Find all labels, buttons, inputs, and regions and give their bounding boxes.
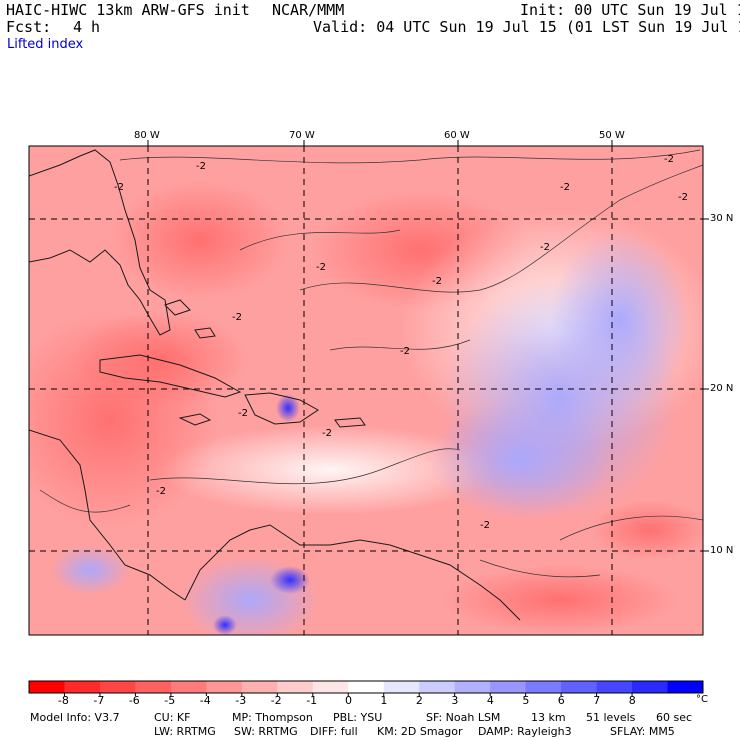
colorbar-tick-label: 8 xyxy=(628,694,636,707)
init-time: Init: 00 UTC Sun 19 Jul 15 xyxy=(520,1,740,19)
footer-resolution: 13 km xyxy=(531,711,566,724)
colorbar-swatch xyxy=(525,681,562,693)
colorbar-swatch xyxy=(241,681,278,693)
colorbar xyxy=(28,680,704,696)
contour-label: -2 xyxy=(480,520,490,531)
footer-sf: SF: Noah LSM xyxy=(426,711,501,724)
footer-sflay: SFLAY: MM5 xyxy=(610,725,675,738)
footer-diff: DIFF: full xyxy=(310,725,358,738)
colorbar-swatch xyxy=(561,681,598,693)
footer-pbl: PBL: YSU xyxy=(333,711,383,724)
contour-label: -2 xyxy=(114,182,124,193)
footer-cu: CU: KF xyxy=(154,711,191,724)
contour-label: -2 xyxy=(678,192,688,203)
fcst-label: Fcst: xyxy=(6,18,52,36)
colorbar-tick-label: 6 xyxy=(557,694,565,707)
lat-label-30n: 30 N xyxy=(710,213,734,224)
colorbar-tick-label: 2 xyxy=(415,694,423,707)
lat-label-10n: 10 N xyxy=(710,545,734,556)
contour-label: -2 xyxy=(196,161,206,172)
contour-label: -2 xyxy=(540,242,550,253)
colorbar-swatch xyxy=(64,681,101,693)
colorbar-tick-label: -4 xyxy=(199,694,211,707)
colorbar-swatch xyxy=(419,681,456,693)
colorbar-tick-label: -7 xyxy=(93,694,105,707)
colorbar-tick-label: 3 xyxy=(451,694,459,707)
footer-sw: SW: RRTMG xyxy=(234,725,298,738)
contour-label: -2 xyxy=(322,428,332,439)
colorbar-swatch xyxy=(596,681,633,693)
lon-label-80w: 80 W xyxy=(134,130,160,141)
fcst-value: 4 h xyxy=(73,18,101,36)
model-title: HAIC-HIWC 13km ARW-GFS init xyxy=(6,1,250,19)
contour-label: -2 xyxy=(156,486,166,497)
colorbar-tick-label: 0 xyxy=(344,694,352,707)
colorbar-swatch xyxy=(454,681,491,693)
footer-levels: 51 levels xyxy=(586,711,636,724)
colorbar-swatch xyxy=(135,681,172,693)
colorbar-swatch xyxy=(29,681,65,693)
colorbar-swatch xyxy=(206,681,243,693)
contour-label: -2 xyxy=(232,312,242,323)
footer-model-info: Model Info: V3.7 xyxy=(30,711,120,724)
colorbar-tick-label: -1 xyxy=(306,694,318,707)
colorbar-tick-label: 7 xyxy=(593,694,601,707)
contour-label: -2 xyxy=(400,346,410,357)
colorbar-swatch xyxy=(348,681,385,693)
valid-time: Valid: 04 UTC Sun 19 Jul 15 (01 LST Sun … xyxy=(313,18,740,36)
field-name: Lifted index xyxy=(7,37,84,52)
footer-lw: LW: RRTMG xyxy=(154,725,216,738)
colorbar-tick-label: 5 xyxy=(522,694,530,707)
colorbar-swatch xyxy=(383,681,420,693)
colorbar-swatch xyxy=(277,681,314,693)
colorbar-tick-label: -8 xyxy=(57,694,69,707)
colorbar-tick-label: 4 xyxy=(486,694,494,707)
footer-timestep: 60 sec xyxy=(656,711,693,724)
contour-label: -2 xyxy=(316,262,326,273)
colorbar-swatch xyxy=(312,681,349,693)
colorbar-unit: °C xyxy=(696,694,708,705)
footer-damp: DAMP: Rayleigh3 xyxy=(478,725,572,738)
lon-label-70w: 70 W xyxy=(289,130,315,141)
colorbar-tick-label: 1 xyxy=(380,694,388,707)
footer-mp: MP: Thompson xyxy=(232,711,313,724)
colorbar-frame xyxy=(28,680,704,694)
lat-label-20n: 20 N xyxy=(710,383,734,394)
contour-label: -2 xyxy=(664,154,674,165)
colorbar-swatch xyxy=(99,681,136,693)
colorbar-tick-label: -6 xyxy=(128,694,140,707)
contour-label: -2 xyxy=(560,182,570,193)
colorbar-swatch xyxy=(170,681,207,693)
contour-label: -2 xyxy=(432,276,442,287)
org-label: NCAR/MMM xyxy=(272,1,345,19)
lon-label-50w: 50 W xyxy=(599,130,625,141)
lon-label-60w: 60 W xyxy=(444,130,470,141)
colorbar-swatch xyxy=(632,681,669,693)
colorbar-tick-label: -2 xyxy=(270,694,282,707)
colorbar-tick-label: -5 xyxy=(164,694,176,707)
colorbar-swatch xyxy=(490,681,527,693)
footer-km: KM: 2D Smagor xyxy=(377,725,463,738)
map-field xyxy=(29,146,703,635)
colorbar-tick-label: -3 xyxy=(235,694,247,707)
colorbar-swatch xyxy=(667,681,704,693)
contour-label: -2 xyxy=(238,408,248,419)
